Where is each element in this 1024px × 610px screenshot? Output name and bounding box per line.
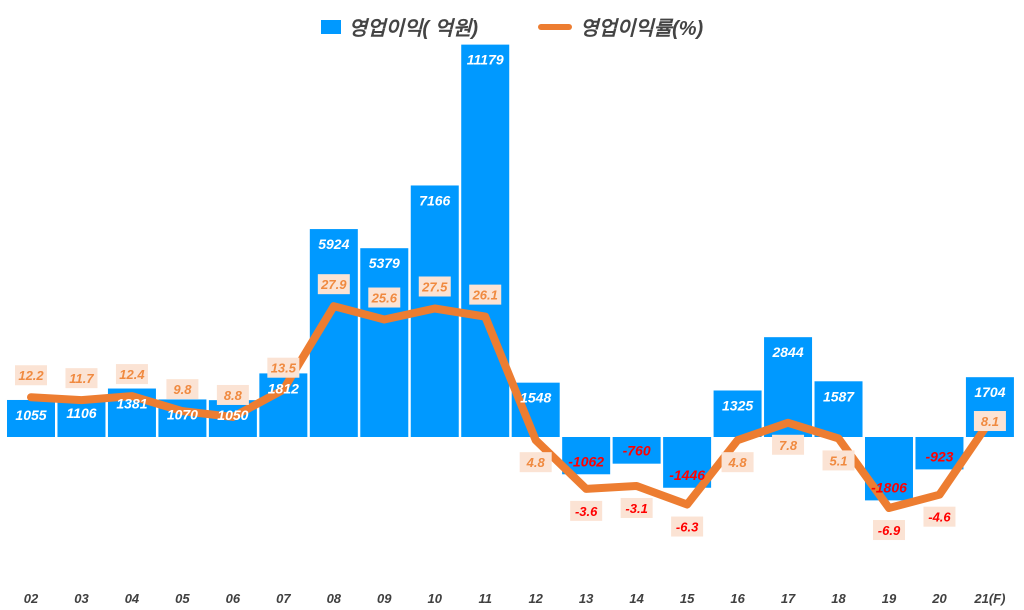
bar-label-19: -1806 — [871, 479, 907, 495]
bar-label-15: -1446 — [669, 467, 705, 483]
line-label-bg-10 — [418, 276, 451, 297]
bar-label-07: 1812 — [268, 380, 299, 396]
bar-label-04: 1381 — [116, 396, 147, 412]
bar-14 — [612, 437, 661, 464]
bar-label-16: 1325 — [722, 397, 753, 413]
line-label-17: 7.8 — [779, 438, 798, 453]
line-label-bg-11 — [469, 284, 502, 305]
bar-18 — [814, 381, 863, 437]
bar-16 — [713, 390, 762, 437]
line-label-bg-08 — [317, 274, 350, 295]
bar-02 — [7, 399, 55, 437]
bar-label-03: 1106 — [66, 405, 96, 421]
x-tick-03: 03 — [74, 591, 89, 606]
line-label-bg-14 — [620, 497, 653, 518]
bar-label-02: 1055 — [15, 407, 46, 423]
bar-label-18: 1587 — [823, 388, 855, 404]
line-label-21(F): 8.1 — [981, 414, 999, 429]
line-label-bg-15 — [671, 516, 704, 537]
x-tick-08: 08 — [327, 591, 342, 606]
legend: 영업이익( 억원) 영업이익률(%) — [0, 12, 1024, 41]
bar-label-17: 2844 — [771, 344, 803, 360]
x-tick-16: 16 — [730, 591, 745, 606]
line-label-02: 12.2 — [18, 368, 44, 383]
bar-11 — [461, 44, 510, 438]
line-label-06: 8.8 — [224, 388, 243, 403]
x-tick-15: 15 — [680, 591, 695, 606]
x-tick-13: 13 — [579, 591, 594, 606]
bar-label-05: 1070 — [167, 406, 198, 422]
x-tick-14: 14 — [629, 591, 644, 606]
x-tick-10: 10 — [428, 591, 443, 606]
x-tick-05: 05 — [175, 591, 190, 606]
line-label-bg-19 — [872, 520, 905, 541]
line-label-12: 4.8 — [526, 455, 546, 470]
line-label-bg-21(F) — [973, 411, 1006, 432]
legend-bar-label: 영업이익( 억원) — [348, 18, 479, 40]
x-tick-17: 17 — [781, 591, 796, 606]
line-label-19: -6.9 — [878, 523, 901, 538]
x-tick-07: 07 — [276, 591, 291, 606]
x-tick-18: 18 — [831, 591, 846, 606]
bar-label-14: -760 — [623, 443, 651, 459]
line-label-bg-09 — [368, 287, 401, 308]
x-tick-04: 04 — [125, 591, 140, 606]
bar-label-11: 11179 — [467, 52, 504, 68]
line-label-03: 11.7 — [69, 371, 94, 386]
legend-item-bar: 영업이익( 억원) — [320, 12, 479, 41]
legend-line-swatch — [538, 23, 573, 30]
line-label-11: 26.1 — [472, 288, 498, 303]
x-tick-09: 09 — [377, 591, 392, 606]
x-tick-02: 02 — [24, 591, 39, 606]
x-tick-19: 19 — [882, 591, 897, 606]
x-tick-12: 12 — [528, 591, 543, 606]
bar-label-08: 5924 — [318, 236, 349, 252]
bar-label-09: 5379 — [369, 255, 400, 271]
line-label-16: 4.8 — [728, 455, 748, 470]
x-tick-06: 06 — [226, 591, 241, 606]
line-label-10: 27.5 — [421, 280, 448, 295]
line-label-bg-07 — [267, 357, 300, 378]
line-label-bg-20 — [923, 506, 956, 527]
line-label-15: -6.3 — [676, 520, 699, 535]
line-label-13: -3.6 — [575, 504, 598, 519]
x-tick-11: 11 — [478, 591, 492, 606]
bar-09 — [360, 248, 409, 437]
legend-line-label: 영업이익률(%) — [580, 18, 704, 40]
bar-label-12: 1548 — [520, 390, 551, 406]
bar-03 — [57, 398, 106, 437]
bar-label-10: 7166 — [419, 192, 450, 208]
line-label-18: 5.1 — [829, 453, 847, 468]
line-label-bg-04 — [115, 364, 148, 385]
bar-label-20: -923 — [925, 448, 953, 464]
line-label-14: -3.1 — [625, 501, 647, 516]
line-label-bg-17 — [772, 434, 805, 455]
line-label-bg-18 — [822, 450, 855, 471]
line-series — [27, 302, 994, 513]
bar-label-06: 1050 — [217, 407, 248, 423]
line-label-20: -4.6 — [928, 510, 951, 525]
x-tick-20: 20 — [931, 591, 947, 606]
line-label-08: 27.9 — [320, 277, 347, 292]
bar-20 — [915, 437, 964, 470]
line-label-bg-03 — [65, 368, 98, 389]
legend-bar-swatch — [320, 19, 341, 34]
line-label-04: 12.4 — [119, 367, 145, 382]
line-label-bg-05 — [166, 379, 199, 400]
x-tick-21(F): 21(F) — [973, 591, 1005, 606]
bar-label-13: -1062 — [568, 453, 604, 469]
line-label-09: 25.6 — [371, 291, 398, 306]
legend-item-line: 영업이익률(%) — [538, 12, 703, 41]
line-label-bg-06 — [216, 384, 249, 405]
line-label-bg-16 — [721, 452, 754, 473]
line-label-05: 9.8 — [173, 382, 192, 397]
bar-label-21(F): 1704 — [974, 384, 1005, 400]
line-label-07: 13.5 — [271, 361, 297, 376]
line-label-bg-12 — [519, 452, 552, 473]
line-label-bg-02 — [15, 365, 47, 386]
line-label-bg-13 — [570, 500, 603, 521]
